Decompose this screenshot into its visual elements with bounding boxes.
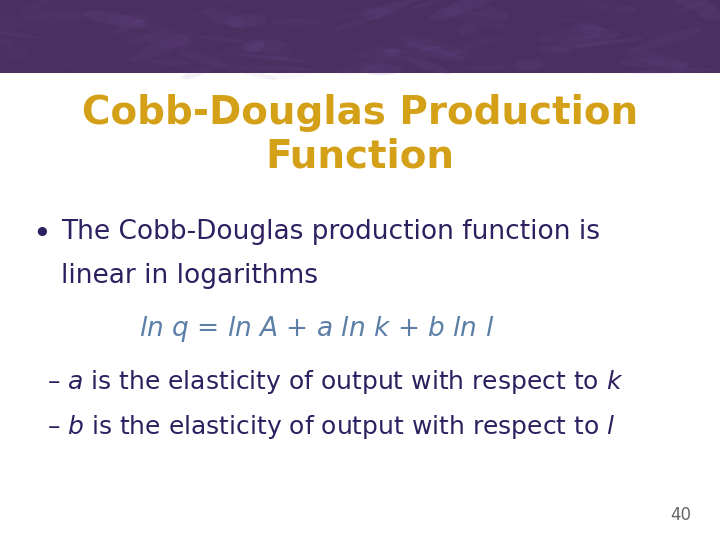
Ellipse shape (624, 49, 686, 69)
Ellipse shape (408, 58, 451, 74)
Ellipse shape (182, 66, 213, 79)
Ellipse shape (270, 18, 322, 25)
Text: – $a$ is the elasticity of output with respect to $k$: – $a$ is the elasticity of output with r… (47, 368, 624, 396)
Ellipse shape (573, 38, 647, 47)
Ellipse shape (385, 48, 401, 57)
Ellipse shape (248, 40, 286, 53)
Ellipse shape (672, 0, 717, 13)
Ellipse shape (331, 10, 390, 32)
Ellipse shape (337, 60, 384, 75)
Ellipse shape (676, 0, 720, 14)
Ellipse shape (177, 50, 228, 68)
Ellipse shape (539, 27, 608, 43)
Ellipse shape (372, 47, 398, 52)
Ellipse shape (361, 64, 402, 75)
Ellipse shape (478, 6, 508, 20)
Ellipse shape (368, 10, 400, 20)
Ellipse shape (459, 24, 477, 35)
Ellipse shape (351, 50, 430, 61)
Ellipse shape (152, 43, 207, 49)
Text: Function: Function (266, 138, 454, 176)
Ellipse shape (553, 33, 618, 50)
Ellipse shape (107, 14, 153, 24)
Ellipse shape (148, 59, 192, 65)
Bar (0, 0, 720, 73)
Ellipse shape (6, 46, 28, 60)
Ellipse shape (698, 11, 720, 20)
Text: – $b$ is the elasticity of output with respect to $l$: – $b$ is the elasticity of output with r… (47, 413, 616, 441)
Ellipse shape (631, 28, 703, 51)
Ellipse shape (621, 58, 689, 68)
Ellipse shape (399, 35, 473, 59)
Ellipse shape (18, 0, 52, 14)
Ellipse shape (84, 11, 147, 28)
Ellipse shape (466, 11, 492, 17)
Ellipse shape (227, 14, 266, 28)
Text: Cobb-Douglas Production: Cobb-Douglas Production (82, 94, 638, 132)
Ellipse shape (143, 33, 193, 47)
Ellipse shape (428, 0, 502, 21)
Ellipse shape (243, 39, 264, 52)
Ellipse shape (130, 17, 193, 44)
Ellipse shape (0, 38, 14, 46)
Ellipse shape (513, 59, 545, 71)
Ellipse shape (361, 0, 415, 16)
Ellipse shape (615, 6, 636, 12)
Ellipse shape (198, 36, 247, 43)
Ellipse shape (197, 57, 276, 80)
Ellipse shape (410, 0, 440, 9)
Ellipse shape (0, 31, 39, 38)
Text: •: • (32, 219, 51, 249)
Ellipse shape (235, 53, 309, 62)
Ellipse shape (130, 33, 193, 62)
Ellipse shape (576, 23, 603, 30)
Ellipse shape (264, 48, 292, 61)
Ellipse shape (334, 5, 394, 19)
Ellipse shape (462, 65, 506, 70)
Ellipse shape (629, 68, 712, 74)
Ellipse shape (235, 65, 314, 71)
Ellipse shape (443, 35, 503, 57)
Ellipse shape (404, 42, 465, 62)
Text: 40: 40 (670, 506, 691, 524)
Text: ln $q$ = ln $A$ + $a$ ln $k$ + $b$ ln $l$: ln $q$ = ln $A$ + $a$ ln $k$ + $b$ ln $l… (139, 314, 495, 345)
Ellipse shape (202, 8, 245, 28)
Ellipse shape (420, 46, 442, 51)
Text: linear in logarithms: linear in logarithms (61, 263, 318, 289)
Ellipse shape (125, 30, 171, 44)
Ellipse shape (22, 9, 88, 23)
Ellipse shape (114, 19, 144, 33)
Text: The Cobb-Douglas production function is: The Cobb-Douglas production function is (61, 219, 600, 245)
Ellipse shape (536, 46, 570, 54)
Ellipse shape (672, 63, 694, 70)
Ellipse shape (571, 24, 621, 37)
